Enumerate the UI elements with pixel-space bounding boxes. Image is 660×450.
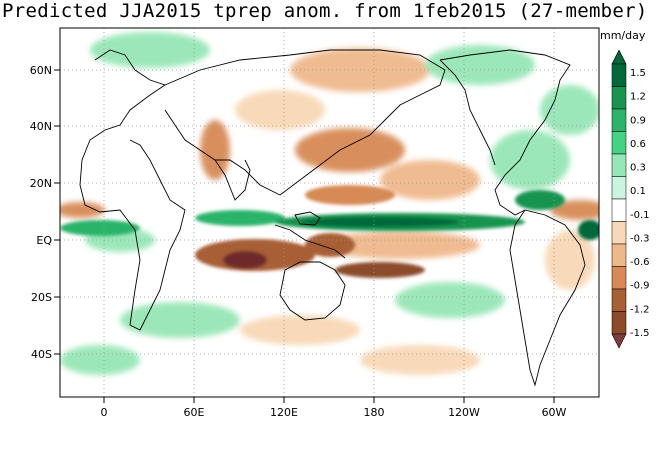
x-tick-label: 60W [542,406,567,419]
y-tick-label: EQ [36,234,52,247]
graticule [60,28,599,397]
colorbar-segment [611,131,627,155]
x-tick-label: 0 [101,406,108,419]
y-tick-label: 40S [31,348,52,361]
x-tick-label: 120W [448,406,480,419]
x-tick-label: 120E [270,406,298,419]
units-label: mm/day [600,29,646,42]
y-tick-label: 20N [30,177,52,190]
colorbar-segment [611,311,627,335]
colorbar-label: -0.9 [630,281,650,292]
colorbar-segment [611,108,627,132]
coastlines [79,49,586,387]
colorbar-label: -1.2 [630,304,650,315]
colorbar-labels: 1.5 1.2 0.9 0.6 0.3 0.1 -0.1 -0.3 -0.6 -0.9 -1.2 -1… [630,68,650,339]
colorbar-segment [611,243,627,267]
colorbar-label: 0.6 [630,139,646,150]
colorbar-segment [611,176,627,200]
map-frame [59,27,600,398]
colorbar-label: 1.2 [630,92,646,103]
colorbar-label: -0.6 [630,257,650,268]
colorbar-label: 0.3 [630,163,646,174]
colorbar [611,49,627,349]
y-tick-label: 60N [30,64,52,77]
y-tick-label: 40N [30,120,52,133]
y-tick-label: 20S [31,291,52,304]
map-title: Predicted JJA2015 tprep anom. from 1feb2… [2,0,648,22]
colorbar-arrow-top [611,49,627,65]
colorbar-segment [611,153,627,177]
colorbar-arrow-bottom [611,333,627,349]
colorbar-label: -1.5 [630,328,650,339]
colorbar-label: -0.3 [630,233,650,244]
x-tick-label: 60E [184,406,205,419]
colorbar-label: 1.5 [630,68,646,79]
colorbar-segment [611,221,627,245]
colorbar-label: 0.1 [630,186,646,197]
tick-marks [54,69,555,403]
colorbar-label: 0.9 [630,115,646,126]
colorbar-segment [611,86,627,110]
colorbar-segment [611,288,627,312]
colorbar-segment [611,266,627,290]
x-tick-label: 180 [364,406,385,419]
colorbar-segment [611,63,627,87]
colorbar-segment [611,198,627,222]
colorbar-label: -0.1 [630,210,650,221]
